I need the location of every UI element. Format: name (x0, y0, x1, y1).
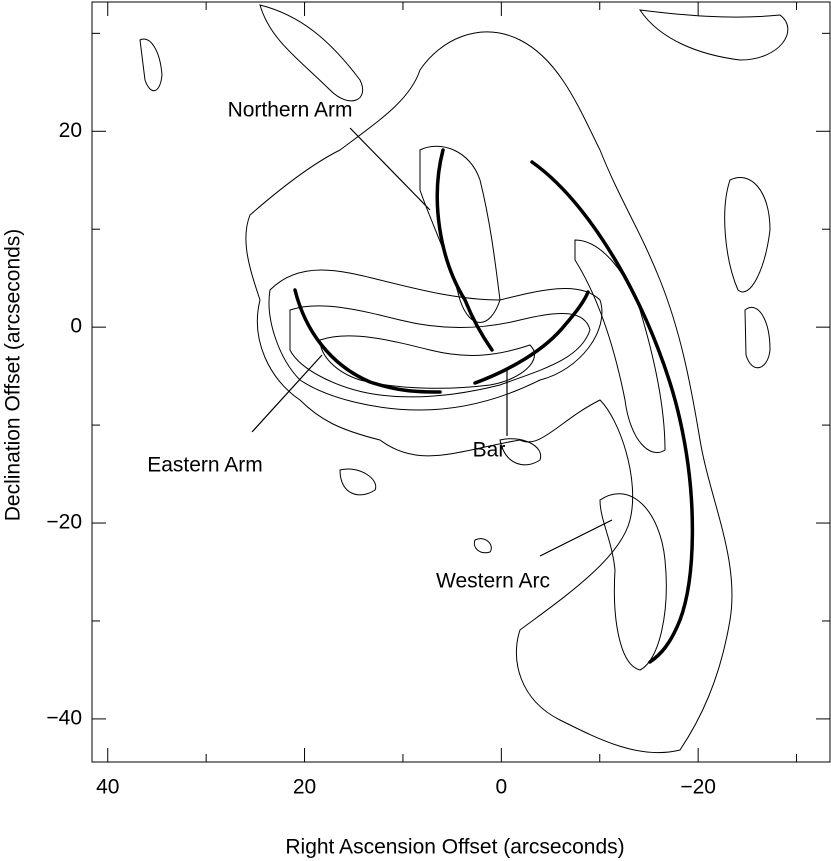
western-arc-arc (530, 160, 695, 664)
annotation: Western Arc (436, 570, 550, 593)
annotation: Eastern Arm (147, 454, 263, 477)
contour (724, 177, 771, 293)
y-axis-label: Declination Offset (arcseconds) (2, 229, 25, 522)
annotation-pointer (349, 127, 431, 211)
contour (339, 468, 377, 496)
annotation: Bar (473, 439, 506, 462)
contour (638, 9, 789, 61)
arcs (293, 148, 695, 664)
contour (744, 307, 771, 368)
contour (245, 31, 733, 754)
northern-arm-arc (435, 148, 494, 352)
annotation-pointer (251, 354, 323, 433)
contour (574, 239, 666, 453)
x-tick-label: 0 (496, 776, 508, 799)
contour (419, 145, 501, 323)
contour (139, 38, 163, 92)
x-tick-label: 20 (293, 776, 316, 799)
contour (289, 305, 591, 398)
y-tick-label: 20 (59, 119, 82, 142)
eastern-arm-arc (293, 288, 442, 394)
contour (473, 538, 492, 554)
contour (319, 335, 535, 389)
x-axis-label: Right Ascension Offset (arcseconds) (285, 836, 624, 859)
contour (499, 438, 542, 466)
contour (268, 269, 603, 411)
y-tick-label: −20 (46, 511, 82, 534)
x-tick-label: −20 (680, 776, 716, 799)
plot-frame (91, 1, 831, 763)
contour (259, 4, 364, 102)
contour (599, 493, 667, 671)
x-tick-label: 40 (96, 776, 119, 799)
annotation: Northern Arm (228, 99, 353, 122)
y-tick-label: 0 (70, 315, 82, 338)
annotation-pointer (539, 519, 613, 557)
bar-arc (473, 290, 590, 385)
y-tick-label: −40 (46, 706, 82, 729)
